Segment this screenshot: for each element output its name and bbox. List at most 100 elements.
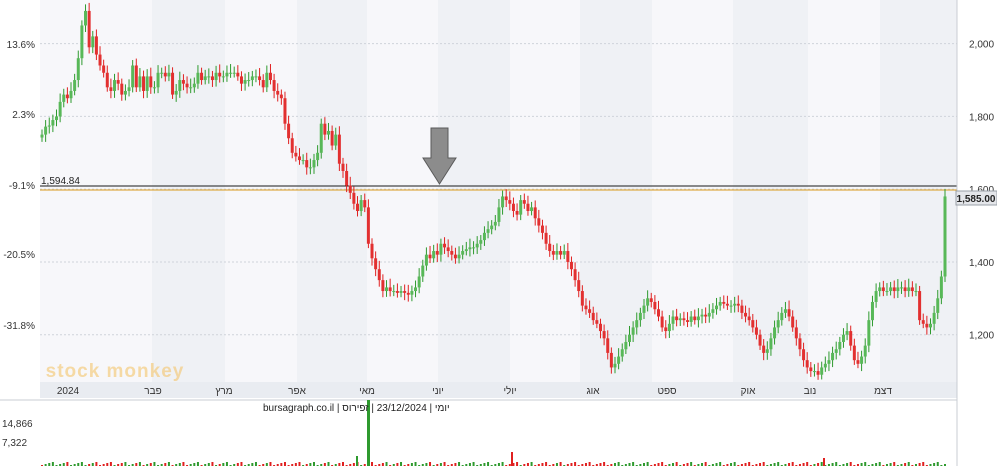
month-band <box>152 0 225 382</box>
volume-bar <box>450 464 453 466</box>
candle-body <box>323 123 327 135</box>
volume-bar <box>588 462 591 466</box>
candle-body <box>526 203 530 212</box>
candle-body <box>606 338 610 353</box>
candle-body <box>123 90 127 95</box>
volume-bar <box>701 463 704 466</box>
candle-body <box>254 76 258 78</box>
candle-body <box>791 316 795 328</box>
volume-bar <box>102 464 105 466</box>
volume-bar <box>885 464 888 466</box>
candle-body <box>44 126 48 135</box>
candle-body <box>210 76 214 81</box>
candle-body <box>366 207 370 244</box>
candle-body <box>613 363 617 368</box>
candle-body <box>646 298 650 306</box>
candle-body <box>827 360 831 364</box>
candle-body <box>627 334 631 342</box>
volume-bar <box>262 464 265 466</box>
volume-bar <box>233 464 236 466</box>
candle-body <box>660 316 664 328</box>
volume-bar <box>686 463 689 466</box>
volume-bar <box>759 463 762 466</box>
candle-body <box>751 320 755 328</box>
volume-bar <box>545 462 548 466</box>
volume-bar <box>574 462 577 466</box>
candle-body <box>573 269 577 281</box>
candle-body <box>414 287 418 292</box>
candle-body <box>472 247 476 249</box>
candle-body <box>163 72 167 77</box>
volume-bar <box>77 463 80 466</box>
volume-bar <box>744 463 747 466</box>
volume-bar <box>893 462 896 466</box>
candle-body <box>569 261 573 270</box>
candle-body <box>675 316 679 321</box>
candle-body <box>62 94 66 102</box>
candle-body <box>51 120 55 126</box>
volume-bar <box>120 463 123 466</box>
volume-bar <box>944 464 946 466</box>
candle-body <box>540 225 544 233</box>
candle-body <box>838 341 842 350</box>
volume-bar <box>559 462 562 466</box>
candle-body <box>221 76 225 78</box>
candle-body <box>189 87 193 89</box>
candle-body <box>417 276 421 288</box>
x-tick-label: דצמ <box>874 386 892 397</box>
candle-body <box>109 87 113 91</box>
volume-bar <box>936 462 939 466</box>
volume-bar <box>632 462 635 466</box>
candle-body <box>921 320 925 324</box>
candle-body <box>305 160 309 168</box>
candle-body <box>243 80 247 84</box>
x-axis: 2024 פבר מרץ אפר מאי יוני יולי אוג ספט אוק נוב דצמ <box>40 382 957 398</box>
volume-bar <box>555 463 558 466</box>
candle-body <box>823 363 827 368</box>
volume-bar <box>138 462 141 466</box>
candle-body <box>424 254 428 266</box>
candle-body <box>203 76 207 81</box>
volume-bar <box>124 462 127 466</box>
volume-bar <box>552 464 555 466</box>
volume-bar <box>831 463 834 466</box>
volume-bar <box>400 462 403 466</box>
volume-bar <box>653 464 656 466</box>
volume-bar <box>682 464 685 466</box>
volume-bar <box>878 462 881 466</box>
candle-body <box>943 196 947 277</box>
candle-body <box>816 371 820 375</box>
month-band <box>510 0 580 382</box>
candle-body <box>113 80 117 91</box>
candle-body <box>631 327 635 335</box>
candle-body <box>359 200 363 212</box>
candle-body <box>247 80 251 82</box>
candle-body <box>178 80 182 91</box>
volume-bar <box>95 462 98 466</box>
candle-body <box>856 360 860 364</box>
candle-body <box>780 312 784 321</box>
month-band <box>297 0 367 382</box>
candle-body <box>250 76 254 81</box>
volume-bar <box>443 462 446 466</box>
candle-body <box>399 291 403 293</box>
month-bands <box>40 0 957 382</box>
y-left-tick-label: -31.8% <box>3 321 35 332</box>
candle-body <box>392 291 396 293</box>
volume-bar <box>178 463 181 466</box>
candle-body <box>312 160 316 168</box>
month-band <box>40 0 152 382</box>
volume-bar <box>566 464 569 466</box>
candle-body <box>446 247 450 252</box>
volume-bar <box>131 464 134 466</box>
volume-bar <box>193 463 196 466</box>
volume-bar <box>356 456 358 466</box>
candle-body <box>432 251 436 259</box>
price-line-label: 1,594.84 <box>41 176 80 187</box>
candle-body <box>711 309 715 313</box>
candle-body <box>584 305 588 310</box>
candle-body <box>200 72 204 81</box>
candle-body <box>809 367 813 372</box>
candle-body <box>131 65 135 88</box>
volume-bar <box>675 462 678 466</box>
